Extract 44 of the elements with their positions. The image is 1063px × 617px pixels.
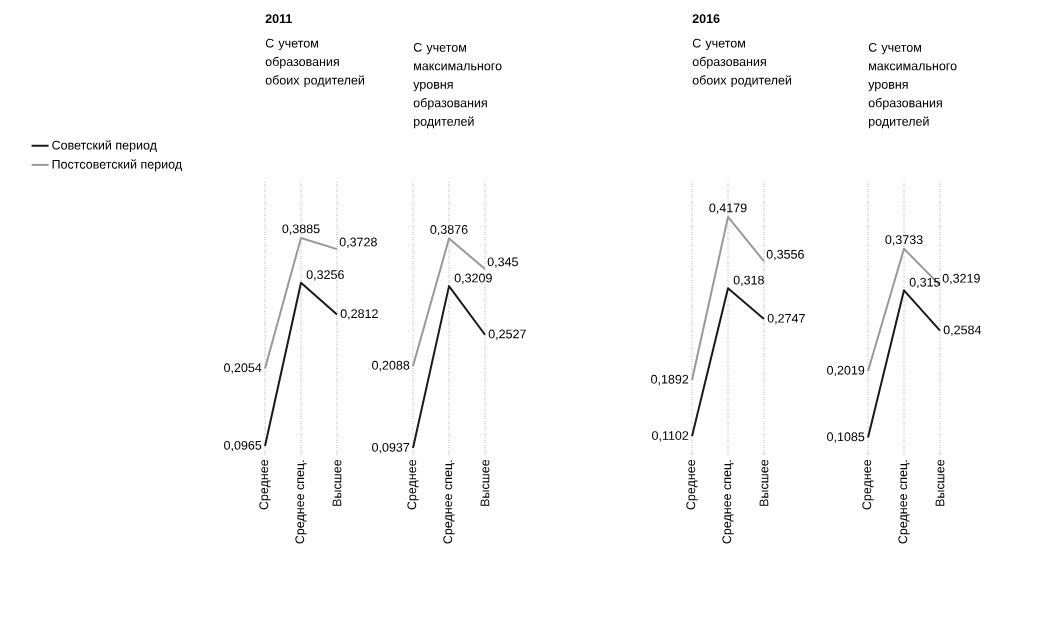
x-tick-label: Среднее спец.: [443, 460, 455, 544]
data-label: 0,3733: [885, 235, 923, 246]
data-label: 0,345: [487, 257, 518, 268]
data-label: 0,1892: [651, 374, 689, 386]
x-tick-label: Высшее: [935, 459, 945, 506]
x-tick-label: Среднее: [259, 459, 271, 510]
chart-subtitle: С учетом образования обоих родителей: [265, 38, 365, 88]
data-label: 0,3885: [282, 224, 320, 235]
data-label: 0,1102: [651, 431, 689, 442]
chart-subtitle: С учетом образования обоих родителей: [692, 38, 792, 88]
data-label: 0,2584: [943, 325, 982, 336]
data-label: 0,2019: [827, 365, 865, 377]
chart-subtitle: С учетом максимального уровня образования родителей: [413, 42, 502, 129]
data-label: 0,4179: [709, 203, 747, 214]
data-label: 0,0937: [372, 442, 410, 454]
data-label: 0,2812: [340, 309, 378, 320]
data-label: 0,2527: [488, 329, 526, 340]
data-label: 0,3209: [454, 273, 492, 284]
data-label: 0,2054: [224, 363, 262, 374]
chart-title: 2011: [265, 14, 292, 24]
data-label: 0,3876: [430, 225, 468, 236]
x-tick-label: Высшее: [480, 459, 490, 506]
x-tick-label: Среднее спец.: [722, 460, 734, 544]
x-tick-label: Среднее спец.: [898, 460, 910, 544]
chart-title: 2016: [692, 14, 720, 24]
data-label: 0,2747: [767, 313, 805, 325]
chart-subtitle: С учетом максимального уровня образования родителей: [868, 42, 957, 129]
data-label: 0,2088: [372, 360, 410, 372]
legend-label: Постсоветский период: [52, 159, 182, 172]
x-tick-label: Среднее: [407, 459, 419, 510]
x-tick-label: Высшее: [759, 459, 769, 506]
legend-label: Советский период: [52, 140, 157, 153]
data-label: 0,3219: [942, 273, 980, 285]
data-label: 0,318: [733, 275, 764, 286]
data-label: 0,3256: [306, 270, 344, 281]
x-tick-label: Среднее спец.: [295, 460, 307, 544]
x-tick-label: Среднее: [686, 459, 698, 510]
x-tick-label: Высшее: [332, 459, 342, 506]
x-tick-label: Среднее: [862, 459, 874, 510]
data-label: 0,3728: [339, 237, 377, 248]
data-label: 0,3556: [766, 249, 804, 261]
data-label: 0,315: [909, 277, 940, 289]
data-label: 0,1085: [827, 432, 865, 443]
data-label: 0,0965: [224, 440, 262, 452]
